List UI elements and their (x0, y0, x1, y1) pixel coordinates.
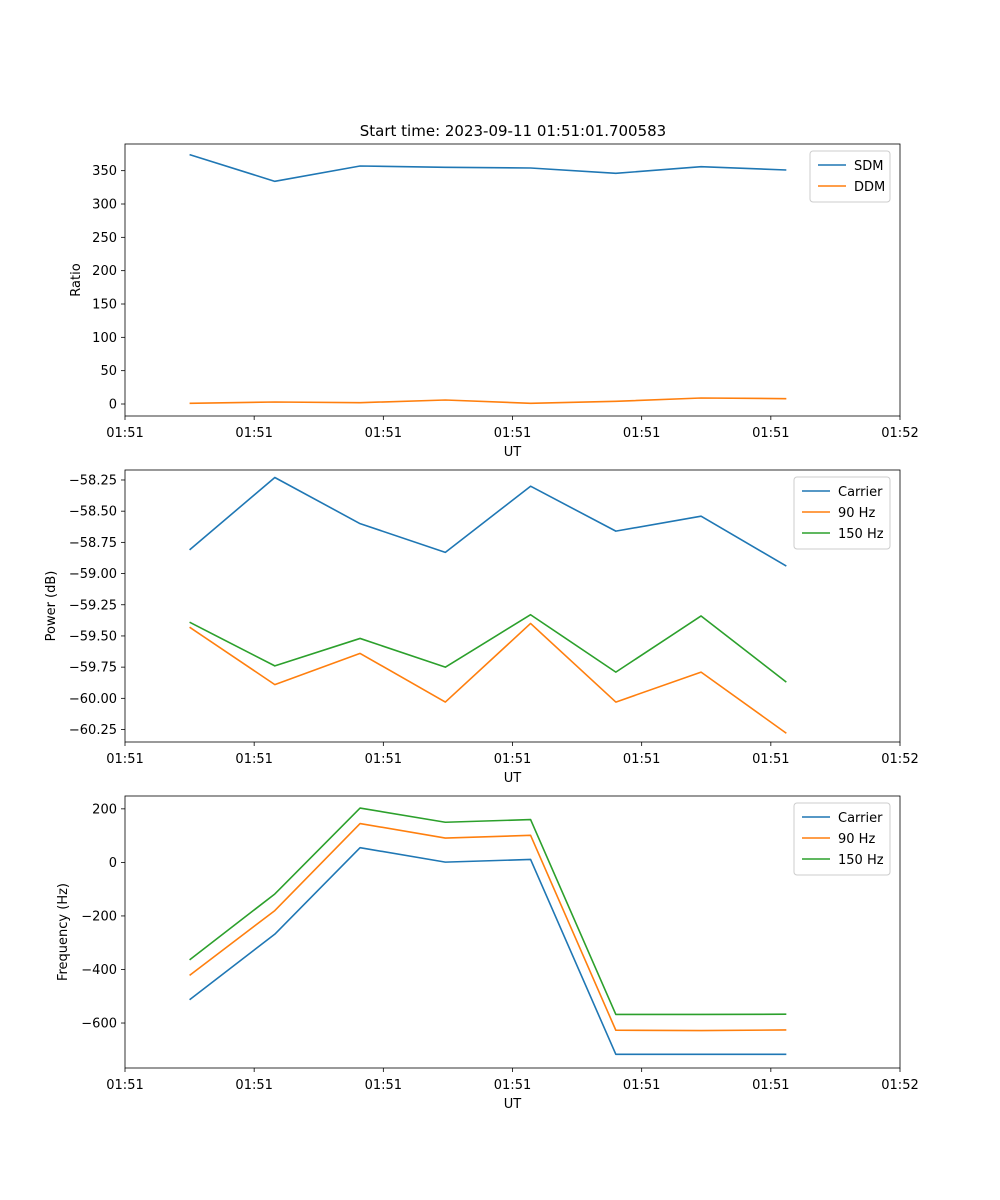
chart-panel-2: 01:51 01:51 01:51 01:51 01:51 01:51 01:52 −60.2… (44, 469, 919, 786)
x-tick-label: 01:52 (881, 752, 918, 767)
legend-label: DDM (854, 180, 885, 195)
legend-label: Carrier (838, 811, 883, 826)
legend-box (809, 150, 891, 203)
legend: Carrier 90 Hz 150 Hz (793, 802, 891, 876)
x-tick-label: 01:51 (752, 426, 789, 441)
x-tick-label: 01:51 (365, 752, 402, 767)
series-line-ddm (189, 397, 787, 405)
y-tick-label: −58.50 (69, 505, 117, 520)
y-tick-label: −400 (81, 963, 117, 978)
axes-frame (124, 469, 901, 743)
x-tick-label: 01:51 (365, 426, 402, 441)
y-tick-label: −600 (81, 1017, 117, 1032)
x-tick-label: 01:52 (881, 1078, 918, 1093)
legend-box (793, 802, 891, 876)
x-axis-label: UT (504, 771, 522, 786)
y-tick-label: −58.25 (69, 473, 117, 488)
x-tick-label: 01:51 (106, 1078, 143, 1093)
legend-label: Carrier (838, 485, 883, 500)
y-tick-label: 200 (92, 802, 117, 817)
y-tick-label: 200 (92, 264, 117, 279)
x-tick-label: 01:52 (881, 426, 918, 441)
x-tick-label: 01:51 (106, 426, 143, 441)
series-line-90-hz (189, 622, 787, 734)
x-tick-label: 01:51 (623, 752, 660, 767)
series-line-150-hz (189, 613, 787, 683)
x-tick-label: 01:51 (235, 426, 272, 441)
axes-frame (124, 795, 901, 1069)
y-tick-label: 0 (109, 856, 117, 871)
legend-box (793, 476, 891, 550)
legend: Carrier 90 Hz 150 Hz (793, 476, 891, 550)
legend-label: 150 Hz (838, 853, 884, 868)
y-tick-label: 250 (92, 231, 117, 246)
legend-label: 150 Hz (838, 527, 884, 542)
x-tick-label: 01:51 (494, 1078, 531, 1093)
legend-label: 90 Hz (838, 832, 875, 847)
chart-panel-1: 01:51 01:51 01:51 01:51 01:51 01:51 01:52 0 50 10… (69, 143, 919, 460)
series-line-150-hz (189, 807, 787, 1016)
y-tick-label: 100 (92, 331, 117, 346)
y-tick-label: −60.00 (69, 692, 117, 707)
y-tick-label: −59.00 (69, 567, 117, 582)
x-tick-label: 01:51 (365, 1078, 402, 1093)
legend-label: SDM (854, 159, 883, 174)
y-tick-label: −60.25 (69, 723, 117, 738)
y-tick-label: −59.25 (69, 598, 117, 613)
y-axis-label: Ratio (69, 263, 84, 296)
x-tick-label: 01:51 (752, 1078, 789, 1093)
x-tick-label: 01:51 (494, 752, 531, 767)
x-axis-label: UT (504, 445, 522, 460)
axes-frame (124, 143, 901, 417)
legend: SDM DDM (809, 150, 891, 203)
y-tick-label: −59.75 (69, 661, 117, 676)
y-axis-label: Frequency (Hz) (56, 883, 71, 981)
x-axis-label: UT (504, 1097, 522, 1112)
y-tick-label: 150 (92, 298, 117, 313)
y-tick-label: 300 (92, 198, 117, 213)
x-tick-label: 01:51 (106, 752, 143, 767)
y-tick-label: 50 (100, 364, 117, 379)
legend-label: 90 Hz (838, 506, 875, 521)
x-tick-label: 01:51 (623, 1078, 660, 1093)
x-tick-label: 01:51 (235, 1078, 272, 1093)
series-line-carrier (189, 476, 787, 567)
series-line-90-hz (189, 822, 787, 1032)
x-tick-label: 01:51 (494, 426, 531, 441)
y-tick-label: −59.50 (69, 629, 117, 644)
chart-panel-3: 01:51 01:51 01:51 01:51 01:51 01:51 01:52 −600 −… (56, 795, 919, 1112)
series-line-sdm (189, 153, 787, 183)
x-tick-label: 01:51 (623, 426, 660, 441)
y-tick-label: 350 (92, 164, 117, 179)
y-tick-label: −200 (81, 909, 117, 924)
y-tick-label: −58.75 (69, 536, 117, 551)
y-tick-label: 0 (109, 398, 117, 413)
figure-title: Start time: 2023-09-11 01:51:01.700583 (360, 122, 666, 140)
y-axis-label: Power (dB) (44, 571, 59, 642)
x-tick-label: 01:51 (752, 752, 789, 767)
series-line-carrier (189, 846, 787, 1056)
x-tick-label: 01:51 (235, 752, 272, 767)
